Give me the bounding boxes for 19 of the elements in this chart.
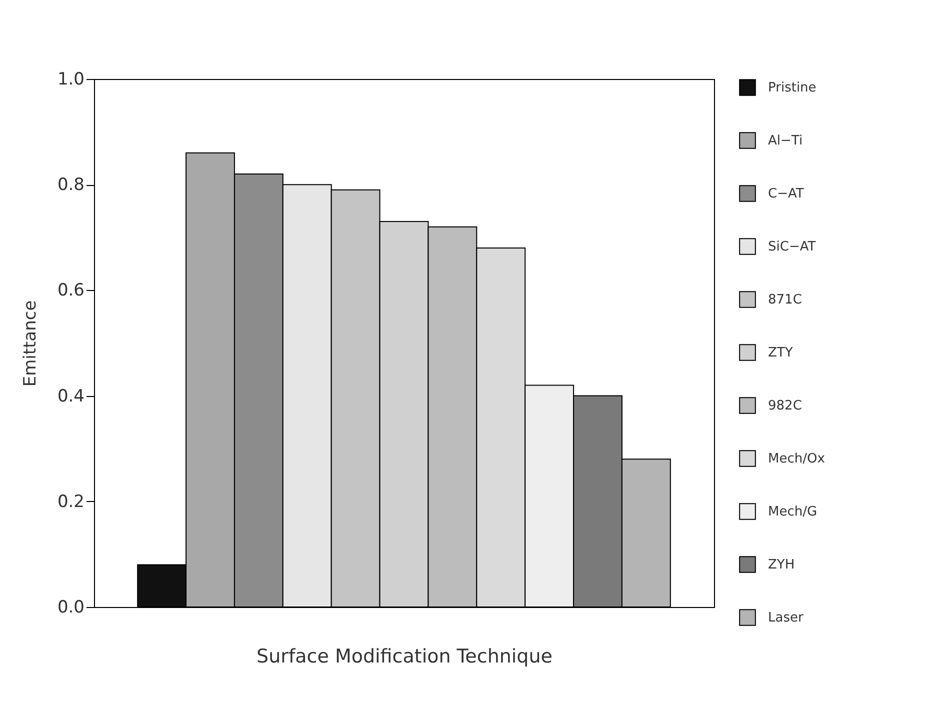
y-tick-label: 0.2	[57, 492, 84, 512]
y-tick-label: 0.4	[57, 386, 84, 406]
legend-label: Laser	[768, 610, 804, 626]
legend-label: Mech/G	[768, 504, 818, 520]
x-axis-title: Surface Modification Technique	[256, 646, 552, 668]
y-axis-title: Emittance	[20, 300, 40, 387]
y-tick-label: 0.0	[57, 598, 84, 618]
legend-label: Pristine	[768, 80, 816, 96]
legend-label: Mech/Ox	[768, 452, 826, 466]
legend-label: SiC−AT	[768, 240, 816, 254]
y-tick-label: 0.8	[57, 175, 84, 196]
legend-label: 982C	[768, 398, 802, 414]
legend-label: Al−Ti	[768, 134, 803, 148]
legend-label: ZTY	[768, 346, 793, 360]
legend-label: ZYH	[768, 558, 795, 572]
y-tick-label: 1.0	[57, 70, 84, 90]
legend-label: 871C	[768, 292, 802, 308]
y-tick-label: 0.6	[57, 280, 84, 301]
legend-label: C−AT	[768, 186, 804, 202]
